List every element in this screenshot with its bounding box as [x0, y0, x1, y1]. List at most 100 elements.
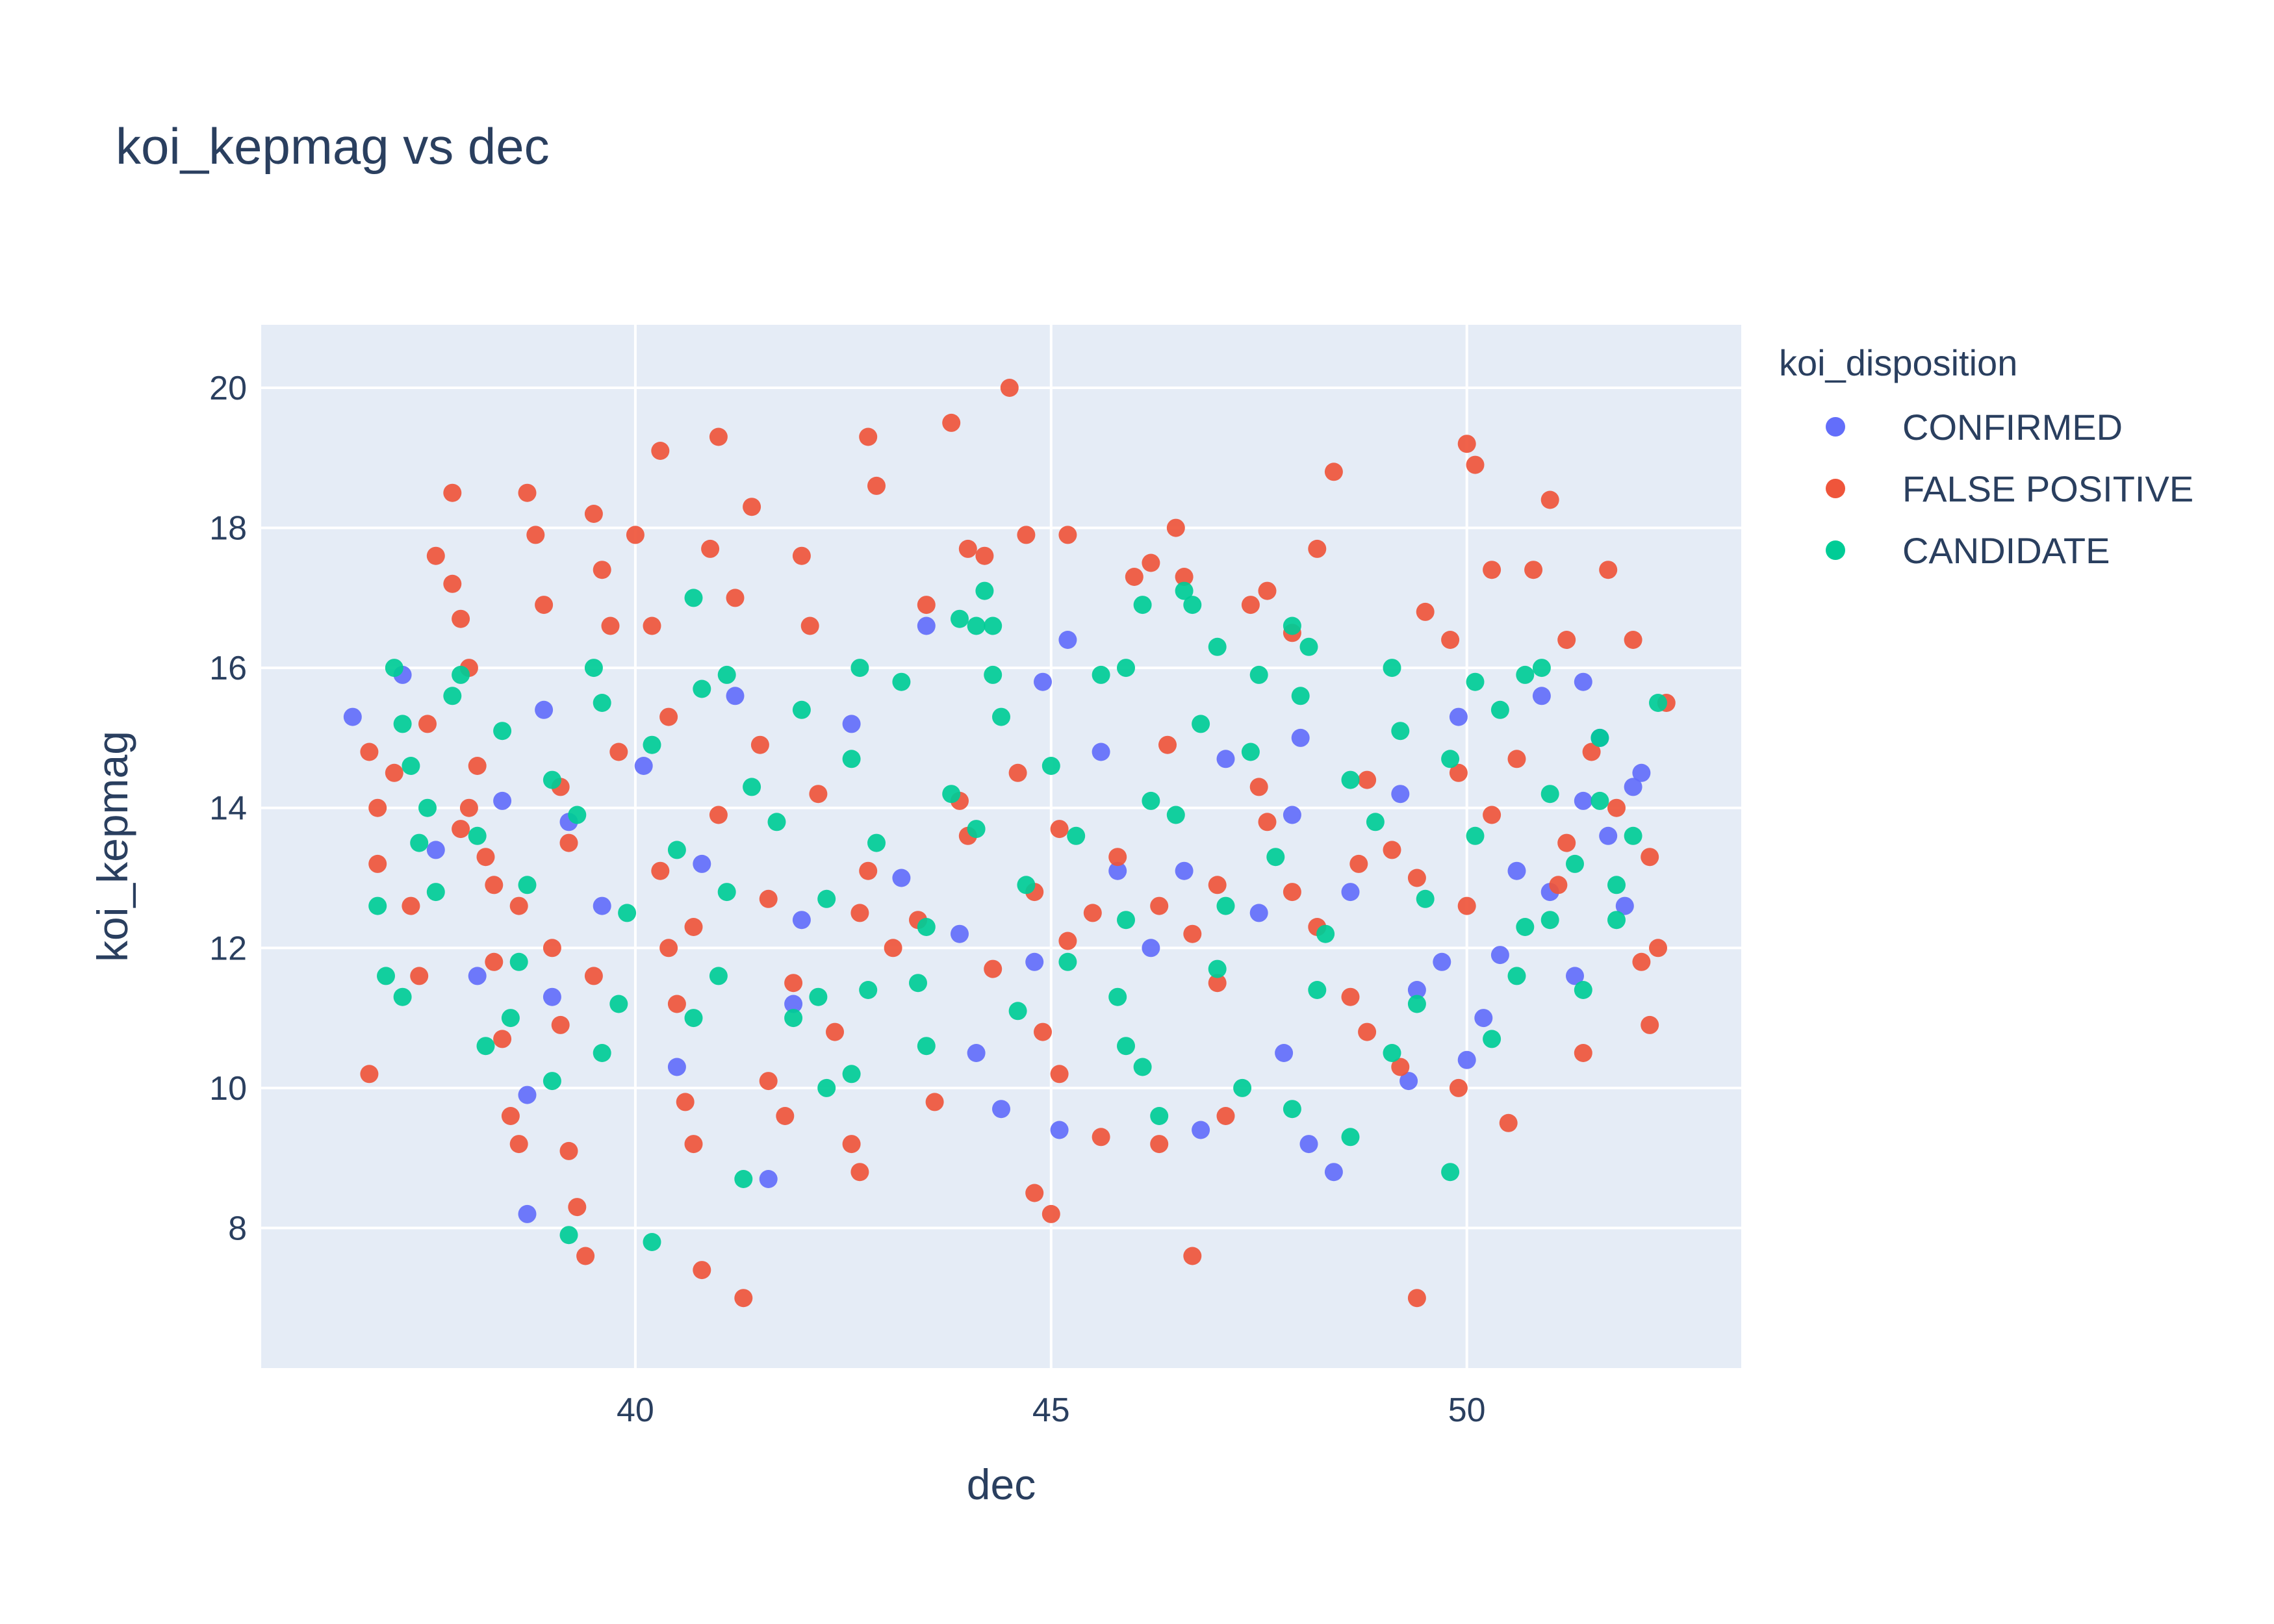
data-point	[867, 833, 886, 852]
data-point	[850, 1163, 869, 1182]
data-point	[1441, 1163, 1460, 1182]
data-point	[709, 427, 728, 446]
data-point	[443, 687, 462, 705]
data-point	[1591, 791, 1609, 810]
data-point	[1483, 1030, 1501, 1048]
data-point	[1316, 924, 1335, 943]
data-point	[568, 806, 587, 824]
data-point	[1299, 1135, 1318, 1154]
data-point	[493, 791, 512, 810]
data-point	[1150, 896, 1169, 915]
data-points	[343, 379, 1676, 1308]
data-point	[1574, 981, 1592, 999]
data-point	[1599, 561, 1618, 579]
legend-item-false-positive[interactable]: FALSE POSITIVE	[1826, 468, 2193, 509]
data-point	[743, 778, 761, 796]
data-point	[917, 918, 936, 936]
data-point	[1391, 1058, 1410, 1076]
data-point	[726, 687, 745, 705]
data-point	[468, 967, 487, 985]
data-point	[393, 715, 412, 733]
data-point	[659, 707, 678, 726]
data-point	[1574, 1044, 1592, 1062]
data-point	[1607, 798, 1626, 817]
data-point	[1283, 806, 1301, 824]
data-point	[518, 1204, 537, 1223]
data-point	[984, 959, 1003, 978]
data-point	[643, 735, 661, 754]
legend-label: CANDIDATE	[1902, 530, 2110, 571]
data-point	[676, 1093, 695, 1111]
data-point	[667, 1058, 686, 1076]
legend-item-candidate[interactable]: CANDIDATE	[1826, 530, 2110, 571]
y-tick-label-1: 10	[209, 1070, 247, 1108]
data-point	[1358, 770, 1377, 789]
data-point	[992, 1100, 1010, 1119]
data-point	[984, 616, 1003, 635]
data-point	[1641, 1015, 1659, 1034]
data-point	[509, 952, 528, 971]
data-point	[1615, 896, 1634, 915]
legend-marker	[1826, 417, 1845, 437]
data-point	[1532, 687, 1551, 705]
data-point	[1632, 763, 1651, 782]
data-point	[1557, 833, 1576, 852]
x-tick-label-1: 45	[1032, 1391, 1070, 1429]
legend-marker	[1826, 479, 1845, 498]
data-point	[1025, 1184, 1044, 1202]
data-point	[459, 798, 478, 817]
data-point	[1449, 1078, 1468, 1097]
data-point	[1183, 596, 1202, 615]
data-point	[593, 561, 611, 579]
y-tick-label-5: 18	[209, 510, 247, 548]
data-point	[452, 820, 470, 839]
data-point	[385, 763, 403, 782]
data-point	[584, 967, 603, 985]
data-point	[784, 1009, 803, 1028]
data-point	[684, 589, 703, 607]
data-point	[1092, 1128, 1110, 1147]
data-point	[1283, 1100, 1301, 1119]
data-point	[909, 974, 927, 993]
data-point	[1516, 665, 1535, 684]
legend-items[interactable]: CONFIRMED FALSE POSITIVE CANDIDATE	[1826, 407, 2193, 571]
data-point	[1607, 911, 1626, 930]
data-point	[1283, 616, 1301, 635]
data-point	[693, 854, 711, 873]
data-point	[1532, 659, 1551, 678]
data-point	[1183, 1247, 1202, 1265]
data-point	[1241, 596, 1260, 615]
data-point	[1441, 750, 1460, 768]
data-point	[1133, 1058, 1152, 1076]
data-point	[1058, 952, 1077, 971]
data-point	[842, 1065, 861, 1084]
data-point	[734, 1289, 753, 1308]
data-point	[1308, 539, 1327, 558]
data-point	[817, 1078, 836, 1097]
data-point	[1383, 841, 1401, 859]
data-point	[543, 987, 561, 1006]
data-point	[792, 911, 811, 930]
data-point	[1557, 631, 1576, 649]
data-point	[1624, 778, 1642, 796]
data-point	[1166, 518, 1185, 537]
data-point	[393, 987, 412, 1006]
data-point	[951, 924, 969, 943]
data-point	[1641, 848, 1659, 867]
data-point	[601, 616, 620, 635]
data-point	[951, 609, 969, 628]
data-point	[1324, 1163, 1343, 1182]
legend-item-confirmed[interactable]: CONFIRMED	[1826, 407, 2123, 448]
data-point	[418, 715, 437, 733]
data-point	[535, 700, 554, 719]
y-tick-label-6: 20	[209, 370, 247, 407]
data-point	[817, 889, 836, 908]
data-point	[1540, 785, 1559, 804]
data-point	[1192, 715, 1210, 733]
data-point	[1540, 490, 1559, 509]
data-point	[509, 896, 528, 915]
data-point	[1108, 987, 1127, 1006]
data-point	[1449, 763, 1468, 782]
